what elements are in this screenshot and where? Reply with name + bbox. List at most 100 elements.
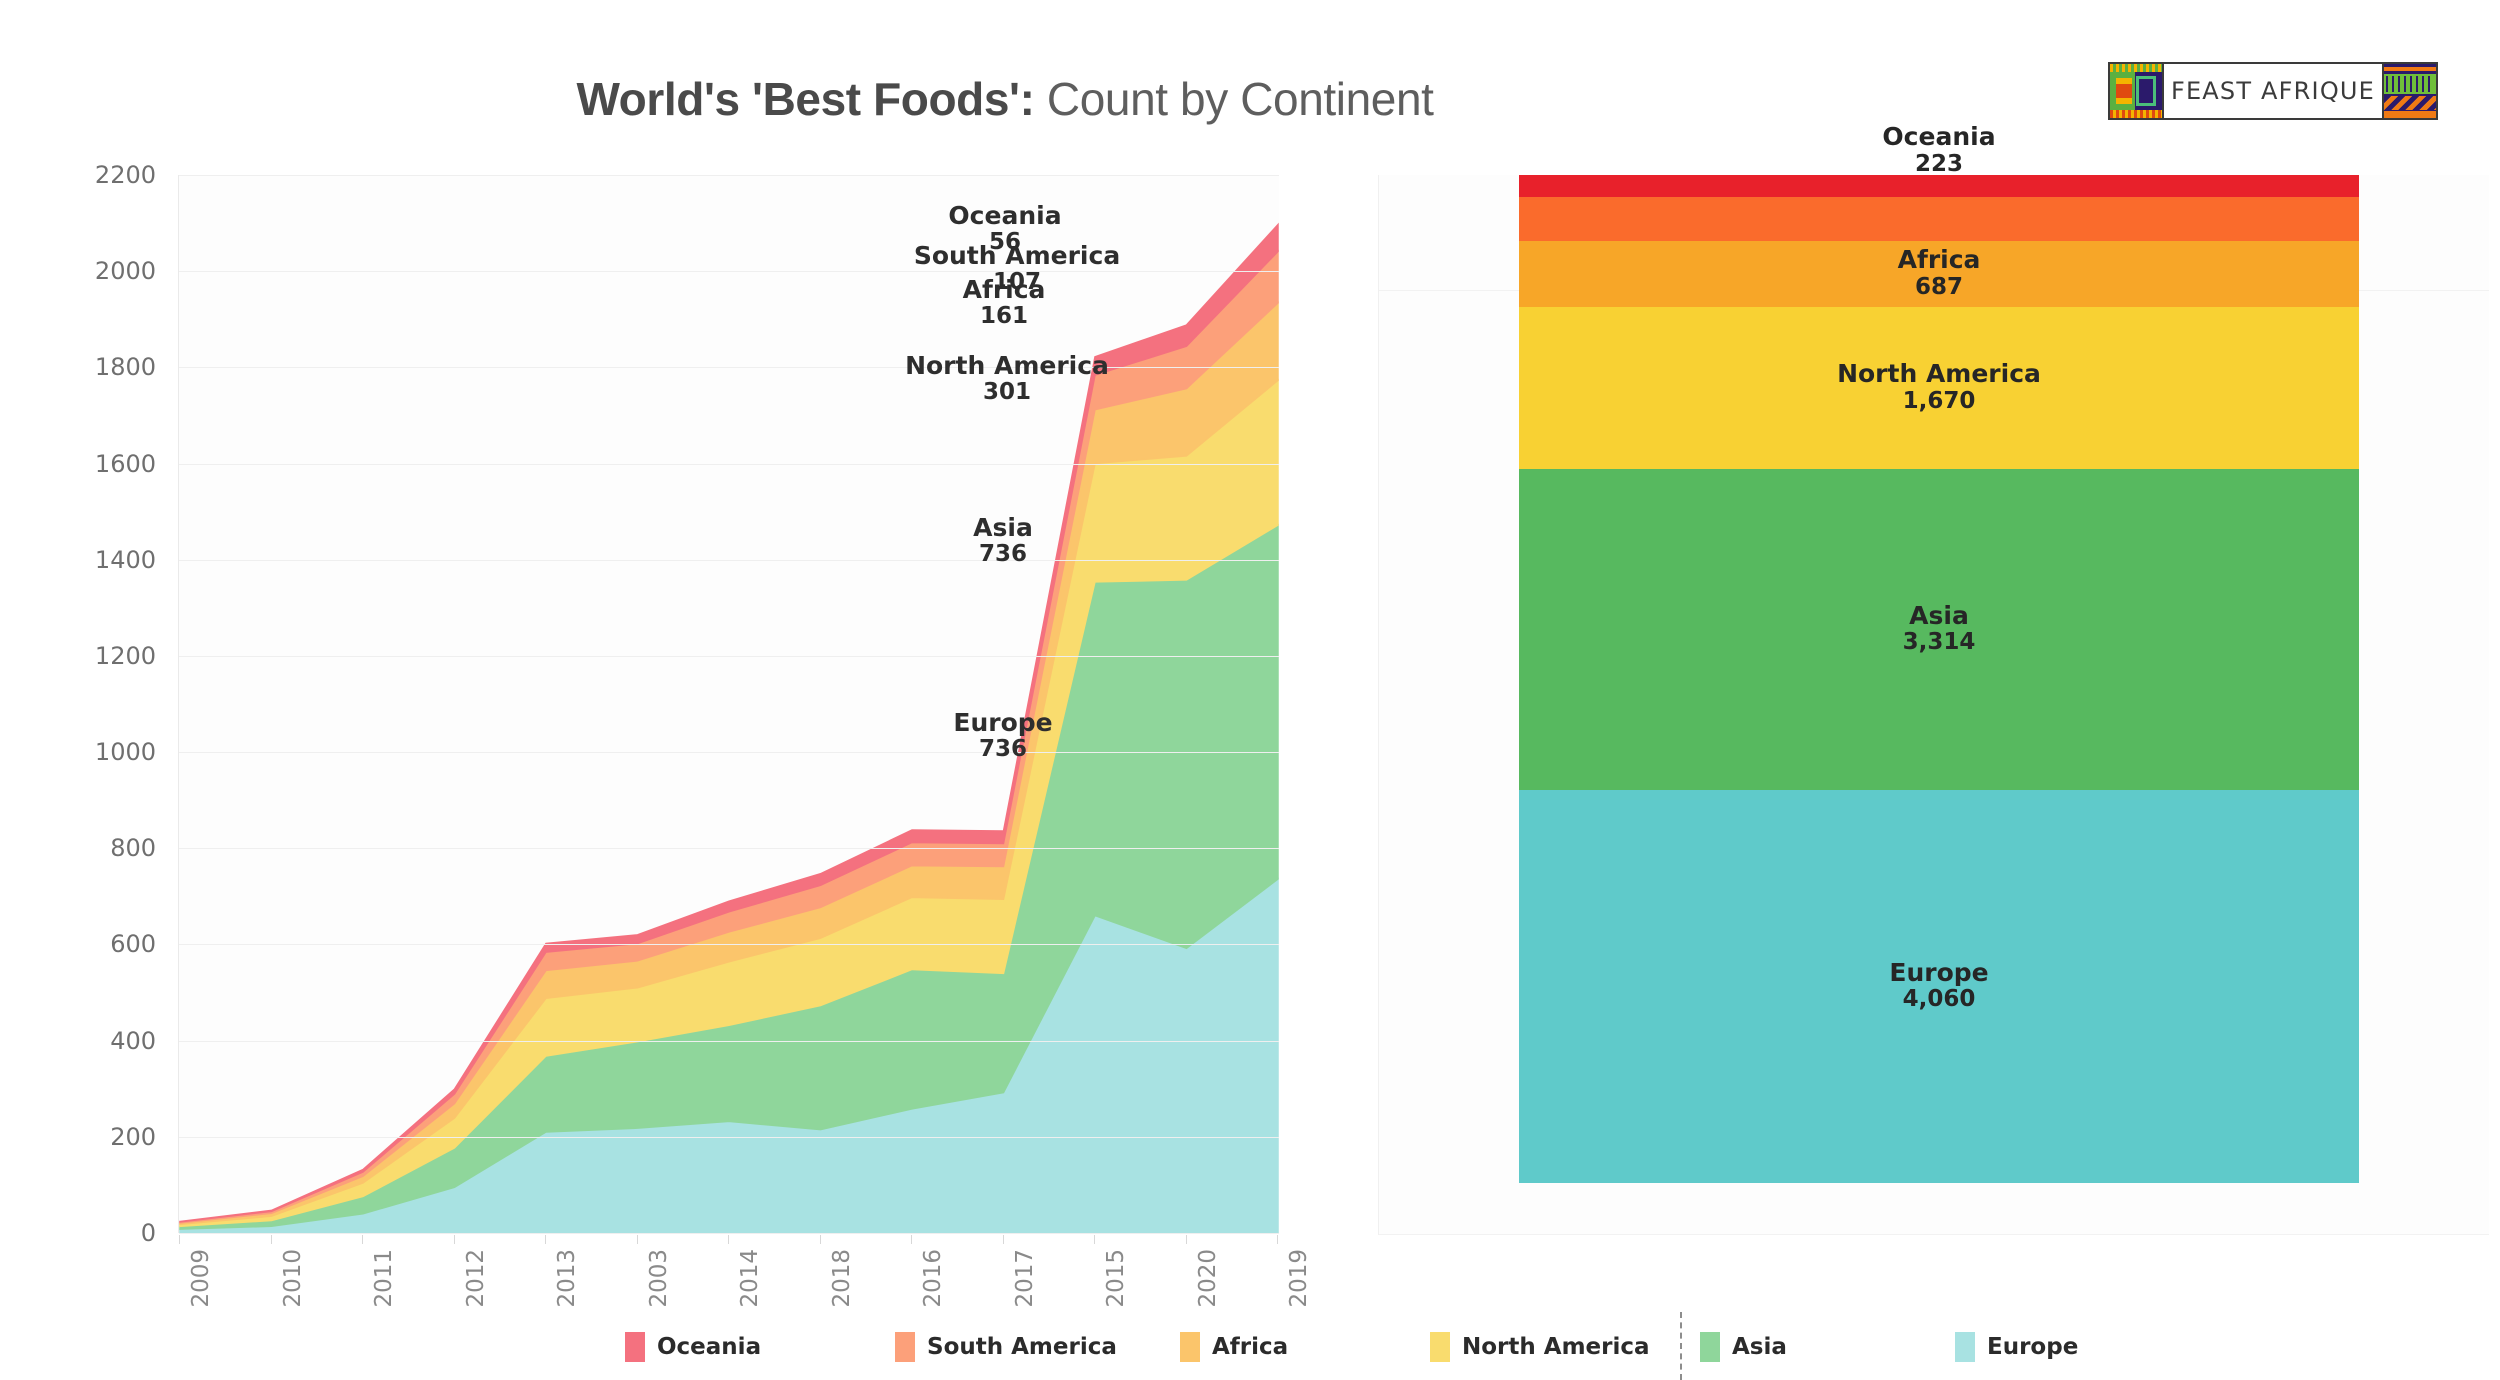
gridline — [179, 559, 1279, 561]
legend-item-south-america[interactable]: South America — [895, 1332, 1117, 1362]
pattern-glyph-icon — [2116, 78, 2132, 104]
bar-segment-africa[interactable]: Africa 687 — [1519, 240, 2359, 308]
bar-segment-south-america[interactable] — [1519, 196, 2359, 241]
pattern-bar-top-icon — [2384, 67, 2436, 71]
bar-label-name: Asia — [1909, 600, 1969, 630]
x-axis-tick-label: 2016 — [920, 1249, 946, 1308]
legend-item-europe[interactable]: Europe — [1955, 1332, 2078, 1362]
y-axis-tick-label: 1400 — [94, 545, 156, 574]
bar-segment-oceania[interactable]: Oceania 223 — [1519, 123, 2359, 197]
x-axis-tick-label: 2011 — [371, 1249, 397, 1308]
area-plot-area: Oceania 56 South America 107 Africa 161 North … — [178, 175, 1279, 1234]
bar-label-name: Africa — [1897, 245, 1981, 275]
bar-label-value: 223 — [1914, 150, 1964, 177]
x-axis-tick-label: 2013 — [554, 1249, 580, 1308]
stacked-bar[interactable]: Oceania 223 Africa 687 North America 1,670 Asi… — [1519, 123, 2359, 1183]
pattern-comb-icon — [2386, 76, 2434, 92]
x-axis-tick-mark — [911, 1235, 912, 1244]
bar-segment-label: Oceania 223 — [1882, 123, 1995, 178]
gridline — [1379, 1234, 2489, 1235]
y-axis-tick-label: 600 — [110, 930, 156, 959]
x-axis-tick-mark — [270, 1235, 272, 1244]
y-axis-tick-label: 2000 — [94, 257, 156, 286]
x-axis-tick-label: 2015 — [1103, 1249, 1129, 1308]
legend-item-africa[interactable]: Africa — [1180, 1332, 1288, 1362]
legend-swatch-icon — [1180, 1332, 1200, 1362]
legend-item-oceania[interactable]: Oceania — [625, 1332, 761, 1362]
x-axis-tick-mark — [179, 1235, 180, 1244]
y-axis-tick-label: 1600 — [94, 449, 156, 478]
x-axis-tick-mark — [819, 1235, 821, 1244]
brand-logo: FEAST AFRIQUE — [2108, 62, 2438, 120]
x-axis-tick-mark — [636, 1235, 638, 1244]
bar-segment-europe[interactable]: Europe 4,060 — [1519, 789, 2359, 1183]
pattern-stripes-top-icon — [2110, 64, 2162, 72]
bar-label-value: 4,060 — [1902, 986, 1976, 1013]
y-axis-tick-label: 200 — [110, 1122, 156, 1151]
area-band-oceania[interactable] — [179, 222, 1279, 1223]
legend-swatch-icon — [1955, 1332, 1975, 1362]
gridline — [179, 271, 1279, 273]
legend-swatch-icon — [625, 1332, 645, 1362]
y-axis-tick-label: 400 — [110, 1026, 156, 1055]
y-axis-tick-label: 0 — [140, 1219, 156, 1247]
x-axis-tick-label: 2012 — [462, 1249, 489, 1308]
y-axis-tick-label: 1000 — [94, 738, 156, 767]
x-axis-tick-mark — [728, 1235, 729, 1244]
gridline — [179, 1233, 1279, 1234]
pattern-spiral-icon — [2136, 76, 2156, 106]
chart-header: World's 'Best Foods': Count by Continent… — [0, 0, 2500, 170]
bar-label-value: 1,670 — [1902, 387, 1976, 414]
bar-label-name: North America — [1837, 359, 2041, 389]
legend-label: South America — [927, 1334, 1117, 1360]
legend-swatch-icon — [895, 1332, 915, 1362]
gridline — [179, 944, 1279, 946]
bar-segment-label: North America 1,670 — [1837, 360, 2041, 415]
legend-label: Asia — [1732, 1334, 1787, 1360]
x-axis-tick-label: 2017 — [1011, 1249, 1038, 1308]
bar-segment-label: Europe 4,060 — [1889, 959, 1988, 1014]
legend-label: Africa — [1212, 1334, 1289, 1360]
x-axis-tick-label: 2019 — [1286, 1249, 1312, 1308]
y-axis-tick-label: 1200 — [94, 641, 156, 670]
legend-label: Europe — [1987, 1334, 2079, 1360]
total-bar-panel: Oceania 223 Africa 687 North America 1,670 Asi… — [1378, 123, 2489, 1235]
page-title-light: Count by Continent — [1034, 73, 1434, 125]
gridline — [179, 1136, 1279, 1138]
legend-swatch-icon — [1430, 1332, 1450, 1362]
x-axis-tick-mark — [362, 1235, 363, 1244]
page-title: World's 'Best Foods': Count by Continent — [0, 72, 2010, 126]
x-axis-tick-label: 2003 — [645, 1249, 672, 1308]
legend-swatch-icon — [1700, 1332, 1720, 1362]
legend-item-asia[interactable]: Asia — [1700, 1332, 1787, 1362]
bar-label-value: 687 — [1914, 273, 1963, 300]
pattern-stripes-bottom-icon — [2110, 110, 2162, 118]
bar-label-name: Europe — [1889, 957, 1989, 987]
bar-label-name: Oceania — [1882, 122, 1996, 151]
african-pattern-block-icon — [2110, 64, 2162, 118]
stacked-area-svg — [179, 222, 1279, 1233]
gridline — [179, 655, 1279, 657]
bar-segment-asia[interactable]: Asia 3,314 — [1519, 468, 2359, 790]
x-axis-tick-label: 2018 — [828, 1249, 855, 1308]
x-axis-tick-mark — [545, 1235, 546, 1244]
y-axis-tick-label: 1800 — [94, 353, 156, 382]
legend-item-north-america[interactable]: North America — [1430, 1332, 1650, 1362]
x-axis: 2009 2010 2011 2012 2013 2003 2014 2018 2016 2017… — [178, 1235, 1312, 1355]
bar-segment-north-america[interactable]: North America 1,670 — [1519, 307, 2359, 469]
x-axis-tick-mark — [1002, 1235, 1004, 1244]
page-title-bold: World's 'Best Foods': — [576, 73, 1035, 125]
x-axis-tick-label: 2009 — [188, 1249, 214, 1308]
bar-label-value: 3,314 — [1902, 629, 1976, 656]
gridline — [179, 463, 1279, 465]
gridline — [179, 1040, 1279, 1042]
legend-label: Oceania — [657, 1334, 762, 1360]
logo-text: FEAST AFRIQUE — [2162, 64, 2384, 118]
x-axis-tick-mark — [1185, 1235, 1187, 1244]
legend: Oceania South America Africa North America A… — [0, 1312, 2500, 1380]
gridline — [179, 175, 1279, 176]
gridline — [179, 367, 1279, 369]
x-axis-tick-mark — [1094, 1235, 1095, 1244]
x-axis-tick-label: 2020 — [1194, 1249, 1221, 1308]
pattern-bar-bottom-icon — [2384, 111, 2436, 118]
